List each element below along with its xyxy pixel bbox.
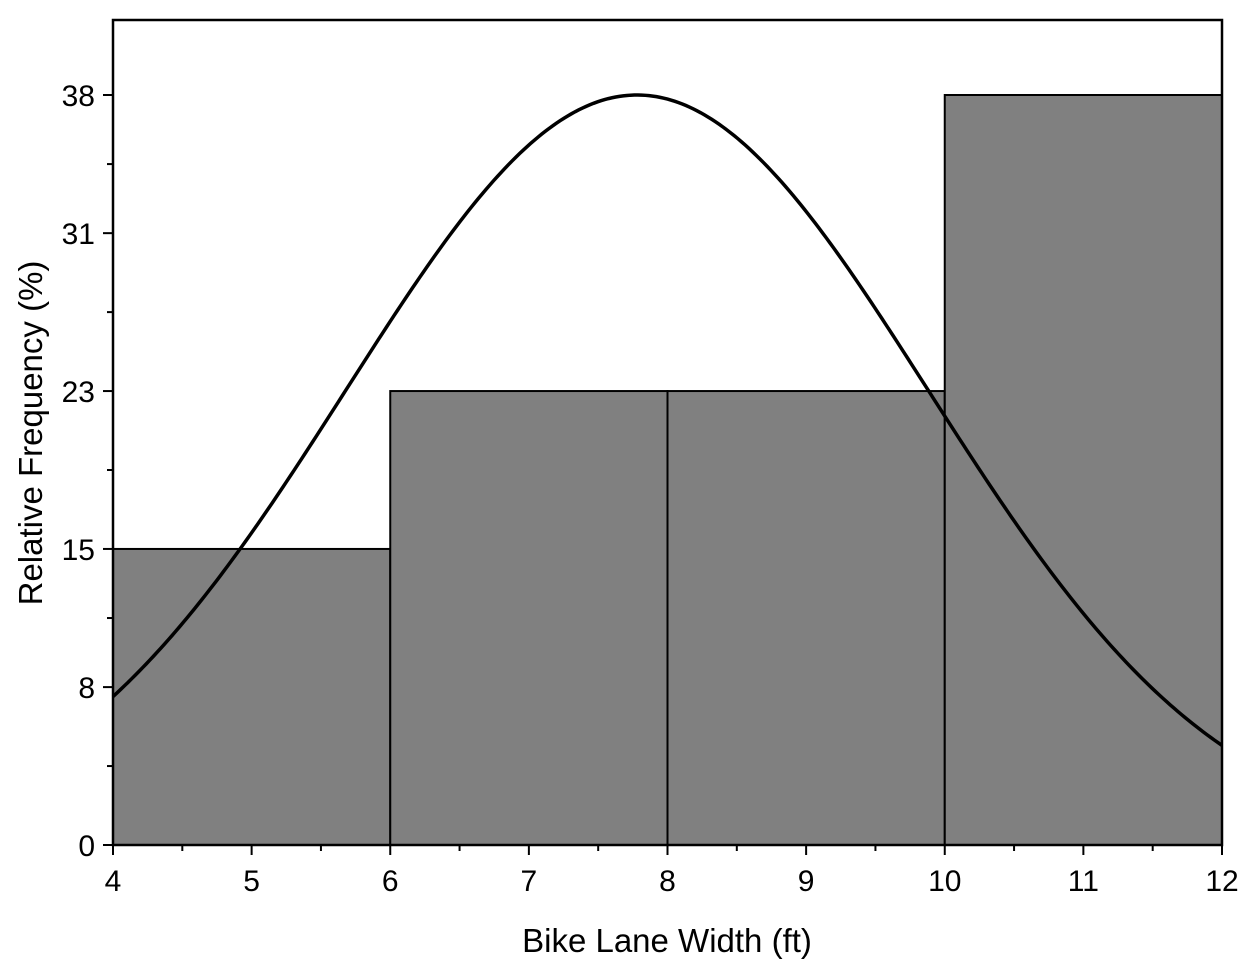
x-tick-label: 5 xyxy=(243,865,260,898)
x-tick-label: 6 xyxy=(382,865,399,898)
x-tick-label: 8 xyxy=(659,865,676,898)
normal-fit-curve xyxy=(111,93,1223,747)
y-axis-title: Relative Frequency (%) xyxy=(12,261,49,606)
x-ticks-layer: 4 5 6 7 8 9 10 11 12 xyxy=(105,845,1239,898)
x-tick-label: 9 xyxy=(798,865,815,898)
y-tick-label: 0 xyxy=(78,830,95,863)
x-tick-label: 4 xyxy=(105,865,122,898)
curve-layer xyxy=(111,93,1223,747)
histogram-bar-4 xyxy=(943,94,1223,846)
x-tick-label: 10 xyxy=(928,865,961,898)
x-axis-title: Bike Lane Width (ft) xyxy=(522,922,812,959)
y-tick-label: 31 xyxy=(62,218,95,251)
histogram-bar-2 xyxy=(389,390,669,846)
y-ticks-layer: 0 8 15 23 31 38 xyxy=(62,80,113,863)
y-tick-label: 38 xyxy=(62,80,95,113)
histogram-bar-1 xyxy=(112,547,392,847)
histogram-bar-3 xyxy=(666,390,946,846)
y-tick-label: 8 xyxy=(78,672,95,705)
y-tick-label: 15 xyxy=(62,534,95,567)
x-tick-label: 11 xyxy=(1068,865,1099,898)
y-tick-label: 23 xyxy=(62,376,95,409)
x-tick-label: 12 xyxy=(1205,865,1238,898)
bars-layer xyxy=(112,94,1223,847)
x-tick-label: 7 xyxy=(521,865,538,898)
